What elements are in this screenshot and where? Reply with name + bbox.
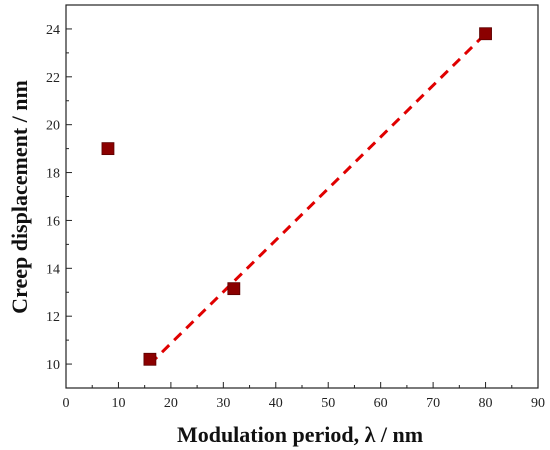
plot-area: 0 10 20 30 40 50 60 70 80 90 10 12 14 16 18 20 22 24 — [46, 4, 545, 411]
data-point — [101, 142, 115, 156]
x-tick-label: 90 — [531, 396, 545, 411]
x-tick-label: 50 — [321, 396, 335, 411]
y-tick-label: 18 — [46, 167, 60, 182]
y-tick-label: 20 — [46, 119, 60, 134]
y-tick-label: 14 — [46, 262, 60, 277]
data-point — [227, 282, 241, 296]
y-tick-label: 22 — [46, 71, 60, 86]
y-axis-title: Creep displacement / nm — [7, 80, 32, 314]
y-tick-label: 16 — [46, 214, 60, 229]
fit-line — [148, 32, 487, 366]
x-tick-label: 20 — [164, 396, 178, 411]
x-tick-label: 60 — [374, 396, 388, 411]
data-point — [479, 27, 492, 41]
x-tick-label: 40 — [269, 396, 283, 411]
x-tick-label: 30 — [216, 396, 230, 411]
y-tick-label: 12 — [46, 310, 60, 325]
x-tick-label: 10 — [111, 396, 125, 411]
x-tick-label: 80 — [479, 396, 493, 411]
y-tick-label: 10 — [46, 358, 60, 373]
x-axis-title: Modulation period, λ / nm — [177, 422, 423, 447]
x-tick-label: 0 — [63, 396, 70, 411]
plot-frame — [65, 4, 539, 389]
data-point — [143, 352, 157, 366]
x-tick-label: 70 — [426, 396, 440, 411]
y-tick-label: 24 — [46, 23, 60, 38]
